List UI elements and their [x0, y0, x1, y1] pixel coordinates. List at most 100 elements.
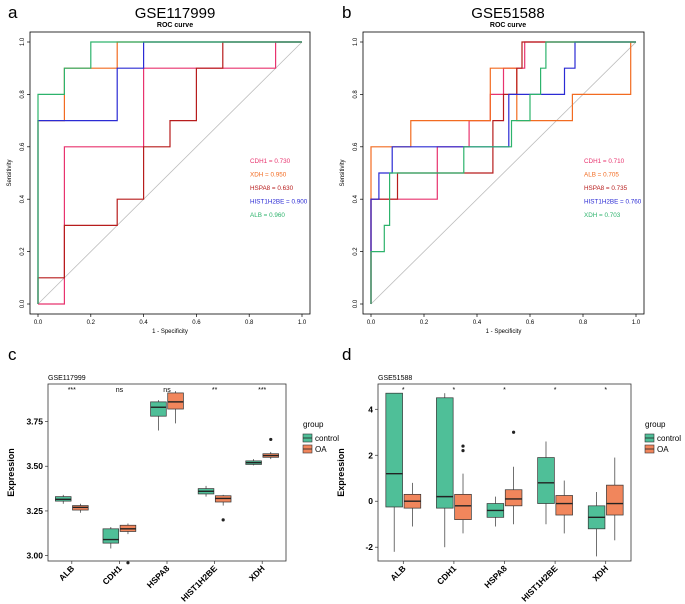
x-tick-label: 0.2 [87, 320, 96, 326]
y-tick-label: 0 [368, 496, 373, 506]
box-iqr [555, 495, 573, 516]
x-tick-label: ALB [57, 563, 76, 582]
significance-label: *** [68, 387, 76, 394]
legend-entry: HIST1H2BE = 0.760 [584, 199, 642, 206]
x-tick-label: HIST1H2BE [519, 563, 559, 603]
roc-curve [370, 41, 636, 304]
panel-letter: c [8, 345, 17, 364]
y-tick-label: 2 [368, 450, 373, 460]
x-tick-label: 0.4 [139, 320, 148, 326]
y-tick-label: 3.00 [26, 551, 43, 561]
y-tick-label: 1.0 [353, 37, 359, 46]
x-tick-label: CDH1 [100, 563, 124, 587]
legend-title: group [303, 420, 324, 429]
x-tick-label: 0.6 [526, 320, 535, 326]
significance-label: * [503, 387, 506, 394]
x-axis-label: 1 - Specificity [152, 329, 188, 335]
roc-curve [370, 41, 636, 304]
legend-entry: XDH = 0.950 [250, 172, 287, 179]
box-iqr [102, 528, 120, 544]
y-tick-label: 0.8 [20, 90, 26, 99]
plot-frame [29, 31, 311, 315]
x-tick-label: 0.2 [420, 320, 429, 326]
y-tick-label: 0.2 [20, 247, 26, 256]
significance-label: ns [163, 387, 171, 394]
x-tick-label: 1.0 [298, 320, 307, 326]
x-tick-label: 0.4 [473, 320, 482, 326]
roc-curve [37, 41, 302, 304]
y-tick-label: 0.0 [20, 299, 26, 308]
significance-label: * [604, 387, 607, 394]
y-tick-label: 0.0 [353, 299, 359, 308]
boxplot-panel-c: c GSE117999 3.00 3.25 3.50 3.75 Expression ALB *… [6, 345, 339, 603]
legend-entry: control [657, 434, 681, 443]
box-outlier [461, 444, 465, 448]
panel-letter: b [342, 3, 351, 22]
chart-title: GSE117999 [135, 5, 216, 22]
x-tick-label: ALB [388, 563, 407, 582]
y-tick-label: 0.8 [353, 90, 359, 99]
y-tick-label: 3.75 [26, 417, 43, 427]
box-iqr [436, 397, 454, 509]
legend-entry: OA [657, 445, 669, 454]
chart-subtitle: ROC curve [157, 22, 193, 29]
x-tick-label: 1.0 [632, 320, 641, 326]
x-tick-label: HSPA8 [145, 563, 172, 590]
significance-label: * [554, 387, 557, 394]
plot-frame [377, 383, 632, 562]
box-iqr [537, 457, 555, 504]
x-axis-label: 1 - Specificity [486, 329, 522, 335]
y-axis-label: Sensitivity [7, 159, 13, 186]
legend-entry: ALB = 0.705 [584, 172, 619, 179]
x-tick-label: 0.8 [245, 320, 254, 326]
x-tick-label: HIST1H2BE [179, 563, 219, 603]
panel-letter: d [342, 345, 351, 364]
y-axis-label: Expression [336, 448, 346, 497]
legend-entry: HSPA8 = 0.735 [584, 185, 628, 192]
y-tick-label: 3.50 [26, 461, 43, 471]
roc-curve [370, 41, 636, 304]
y-tick-label: 0.6 [20, 142, 26, 151]
y-tick-label: -2 [365, 542, 373, 552]
box-outlier [269, 437, 273, 442]
y-tick-label: 1.0 [20, 37, 26, 46]
significance-label: *** [258, 387, 266, 394]
y-tick-label: 0.4 [353, 194, 359, 203]
diagonal-reference-line [370, 41, 637, 305]
legend-entry: HSPA8 = 0.630 [250, 185, 294, 192]
box-iqr [454, 493, 472, 520]
x-tick-label: 0.6 [192, 320, 201, 326]
roc-curve [370, 41, 636, 304]
box-outlier [126, 561, 130, 565]
x-tick-label: 0.0 [34, 320, 43, 326]
x-tick-label: HSPA8 [482, 563, 509, 590]
y-tick-label: 4 [368, 404, 373, 414]
x-tick-label: XDH [247, 563, 267, 583]
x-tick-label: XDH [590, 563, 610, 583]
plot-frame [362, 31, 645, 315]
chart-title: GSE51588 [378, 375, 412, 382]
chart-title: GSE117999 [48, 375, 86, 382]
y-tick-label: 3.25 [26, 506, 43, 516]
box-iqr [150, 401, 167, 417]
legend-title: group [645, 420, 666, 429]
box-iqr [385, 392, 403, 508]
significance-label: ns [116, 387, 124, 394]
legend-entry: control [315, 434, 339, 443]
box-outlier [221, 518, 225, 522]
box-outlier [461, 449, 465, 453]
legend-entry: OA [315, 445, 327, 454]
x-tick-label: 0.0 [367, 320, 376, 326]
legend-entry: CDH1 = 0.710 [584, 158, 625, 165]
y-axis-label: Sensitivity [340, 159, 346, 186]
significance-label: * [453, 387, 456, 394]
y-tick-label: 0.2 [353, 247, 359, 256]
significance-label: ** [212, 387, 218, 394]
y-axis-label: Expression [6, 448, 16, 497]
x-tick-label: 0.8 [579, 320, 588, 326]
plot-frame [47, 383, 287, 562]
roc-curve [37, 41, 302, 304]
